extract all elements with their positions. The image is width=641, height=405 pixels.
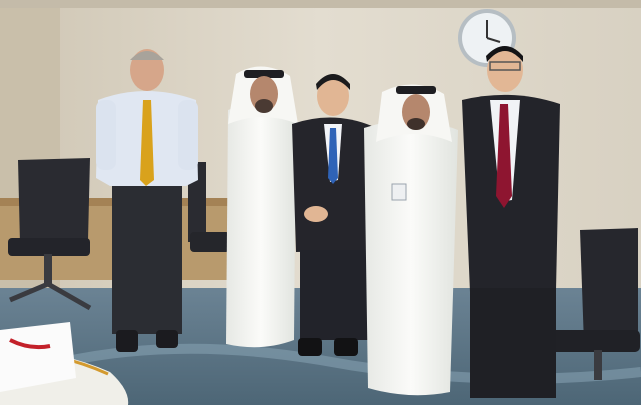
office-chair-right xyxy=(548,228,640,380)
person-4 xyxy=(364,84,458,396)
person-1 xyxy=(96,49,198,352)
person-2 xyxy=(226,66,298,348)
id-badge xyxy=(391,183,407,201)
person-5 xyxy=(462,46,560,398)
wall-shadow xyxy=(0,0,641,8)
office-chair-left xyxy=(8,158,92,311)
bag-on-table xyxy=(0,322,76,392)
person-3 xyxy=(292,74,372,356)
